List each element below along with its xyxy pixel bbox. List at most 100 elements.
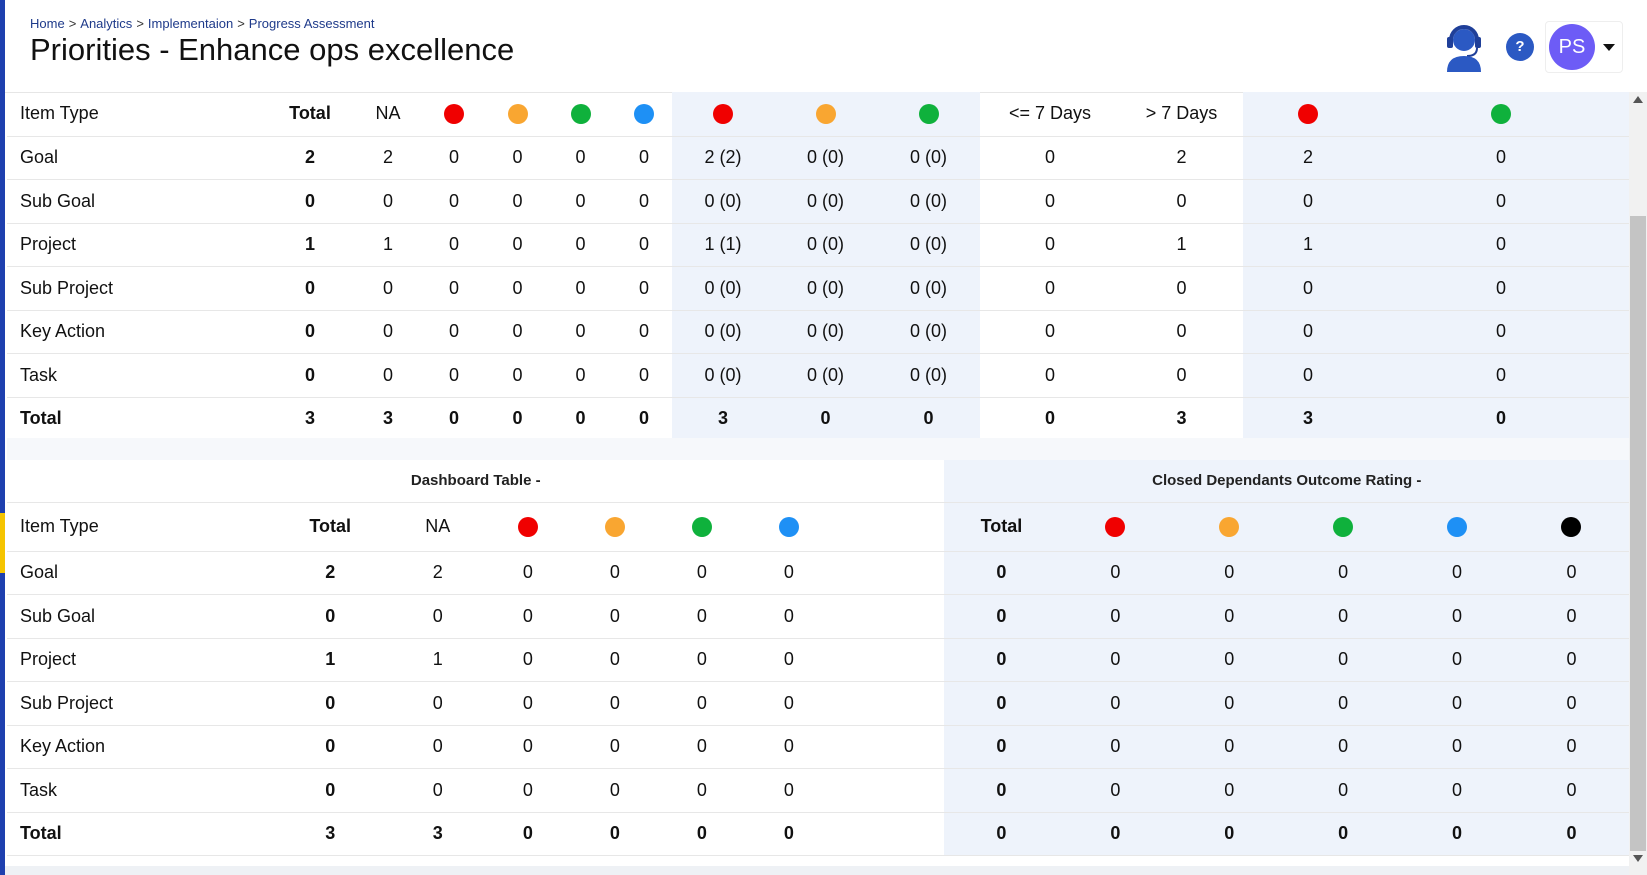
table-row: Project 1 1 0 0 0 0 1 (1) 0 (0) 0 (0) 0 1 1 0 bbox=[7, 223, 1629, 267]
amber-status-icon bbox=[1219, 517, 1240, 538]
total-cell: 3 bbox=[261, 812, 400, 856]
table-title-row: Dashboard Table - Closed Dependants Outc… bbox=[7, 460, 1629, 503]
closed-rating-cell: 0 bbox=[1058, 551, 1173, 595]
rating-count-cell: 0 bbox=[1373, 310, 1629, 354]
status-count-cell: 0 bbox=[579, 638, 651, 682]
col-green-dot-b bbox=[1286, 502, 1401, 552]
rating-count-cell: 0 bbox=[1373, 353, 1629, 398]
closed-rating-cell: 0 bbox=[1400, 768, 1514, 813]
total-cell: 0 bbox=[262, 266, 358, 311]
gt-7-days-cell: 0 bbox=[1120, 266, 1243, 311]
red-status-icon bbox=[1105, 517, 1126, 538]
closed-rating-cell: 0 bbox=[1058, 594, 1173, 639]
rating-count-cell: 1 bbox=[1243, 223, 1373, 267]
item-type-cell: Sub Goal bbox=[7, 179, 262, 224]
closed-rating-cell: 0 bbox=[1286, 725, 1401, 769]
item-type-cell: Sub Project bbox=[7, 681, 262, 726]
closed-rating-cell: 0 bbox=[1172, 594, 1287, 639]
overdue-count-cell: 0 (0) bbox=[774, 310, 877, 354]
user-menu[interactable]: PS bbox=[1545, 21, 1623, 73]
item-type-cell: Total bbox=[7, 397, 262, 441]
scrollbar-thumb[interactable] bbox=[1630, 216, 1646, 851]
closed-rating-cell: 0 bbox=[1058, 812, 1173, 856]
breadcrumb-progress-assessment[interactable]: Progress Assessment bbox=[248, 16, 375, 31]
status-count-cell: 0 bbox=[418, 397, 490, 441]
overdue-count-cell: 0 (0) bbox=[672, 310, 774, 354]
col-gt-7-days: > 7 Days bbox=[1120, 92, 1243, 137]
item-type-cell: Task bbox=[7, 768, 262, 813]
status-count-cell: 0 bbox=[579, 768, 651, 813]
spacer-cell bbox=[824, 725, 945, 769]
closed-total-cell: 0 bbox=[944, 681, 1059, 726]
status-count-cell: 0 bbox=[579, 681, 651, 726]
na-cell: 0 bbox=[358, 266, 418, 311]
overdue-count-cell: 0 (0) bbox=[877, 179, 980, 224]
closed-rating-cell: 0 bbox=[1286, 638, 1401, 682]
closed-total-cell: 0 bbox=[944, 812, 1059, 856]
status-count-cell: 0 bbox=[490, 310, 545, 354]
status-count-cell: 0 bbox=[490, 136, 545, 180]
col-item-type: Item Type bbox=[7, 502, 262, 552]
table-row: Task 0 0 0 0 0 0 0 (0) 0 (0) 0 (0) 0 0 0 0 bbox=[7, 353, 1629, 398]
na-cell: 2 bbox=[358, 136, 418, 180]
table-row: Goal 2 2 0 0 0 0 2 (2) 0 (0) 0 (0) 0 2 2 0 bbox=[7, 136, 1629, 180]
black-status-icon bbox=[1561, 517, 1582, 538]
closed-rating-cell: 0 bbox=[1513, 725, 1629, 769]
item-type-cell: Key Action bbox=[7, 725, 262, 769]
page-title: Priorities - Enhance ops excellence bbox=[30, 32, 515, 67]
status-count-cell: 0 bbox=[650, 594, 754, 639]
overdue-count-cell: 0 (0) bbox=[877, 266, 980, 311]
closed-rating-cell: 0 bbox=[1058, 638, 1173, 682]
bottom-strip bbox=[5, 866, 1629, 875]
status-count-cell: 0 bbox=[545, 179, 616, 224]
closed-rating-cell: 0 bbox=[1286, 681, 1401, 726]
status-count-cell: 0 bbox=[490, 397, 545, 441]
col-total: Total bbox=[262, 92, 358, 137]
col-total: Total bbox=[261, 502, 400, 552]
closed-rating-cell: 0 bbox=[1286, 594, 1401, 639]
status-count-cell: 0 bbox=[545, 353, 616, 398]
status-count-cell: 0 bbox=[616, 397, 672, 441]
le-7-days-cell: 0 bbox=[980, 179, 1120, 224]
status-count-cell: 0 bbox=[490, 223, 545, 267]
breadcrumb-implementation[interactable]: Implementaion bbox=[147, 16, 234, 31]
help-icon[interactable]: ? bbox=[1506, 33, 1534, 61]
overdue-count-cell: 0 (0) bbox=[672, 353, 774, 398]
rating-count-cell: 0 bbox=[1243, 179, 1373, 224]
scroll-down-arrow-icon[interactable] bbox=[1633, 855, 1643, 862]
na-cell: 0 bbox=[399, 725, 477, 769]
col-blue-dot bbox=[616, 92, 672, 137]
status-count-cell: 0 bbox=[616, 179, 672, 224]
scroll-up-arrow-icon[interactable] bbox=[1633, 96, 1643, 103]
col-red-dot bbox=[476, 502, 580, 552]
avatar[interactable]: PS bbox=[1549, 24, 1595, 70]
na-cell: 0 bbox=[358, 353, 418, 398]
item-type-cell: Project bbox=[7, 638, 262, 682]
status-count-cell: 0 bbox=[545, 266, 616, 311]
status-count-cell: 0 bbox=[490, 266, 545, 311]
closed-total-cell: 0 bbox=[944, 725, 1059, 769]
rating-count-cell: 0 bbox=[1373, 136, 1629, 180]
gt-7-days-cell: 3 bbox=[1120, 397, 1243, 441]
red-status-icon bbox=[1298, 104, 1318, 125]
support-agent-icon[interactable] bbox=[1441, 22, 1487, 72]
rating-count-cell: 0 bbox=[1373, 179, 1629, 224]
breadcrumb-analytics[interactable]: Analytics bbox=[80, 16, 133, 31]
table-row: Key Action 0 0 0 0 0 0 0 (0) 0 (0) 0 (0) 0 0 0 0 bbox=[7, 310, 1629, 354]
item-type-cell: Key Action bbox=[7, 310, 262, 354]
closed-total-cell: 0 bbox=[944, 638, 1059, 682]
status-count-cell: 0 bbox=[418, 223, 490, 267]
col-item-type: Item Type bbox=[7, 92, 262, 137]
na-cell: 0 bbox=[358, 310, 418, 354]
overdue-count-cell: 0 (0) bbox=[774, 136, 877, 180]
status-count-cell: 0 bbox=[579, 551, 651, 595]
chevron-down-icon[interactable] bbox=[1603, 44, 1615, 51]
col-le-7-days: <= 7 Days bbox=[980, 92, 1120, 137]
closed-total-cell: 0 bbox=[944, 551, 1059, 595]
le-7-days-cell: 0 bbox=[980, 266, 1120, 311]
closed-rating-cell: 0 bbox=[1400, 681, 1514, 726]
status-count-cell: 0 bbox=[476, 594, 580, 639]
breadcrumb-home[interactable]: Home bbox=[30, 16, 65, 31]
col-blue-dot bbox=[753, 502, 825, 552]
overdue-count-cell: 1 (1) bbox=[672, 223, 774, 267]
